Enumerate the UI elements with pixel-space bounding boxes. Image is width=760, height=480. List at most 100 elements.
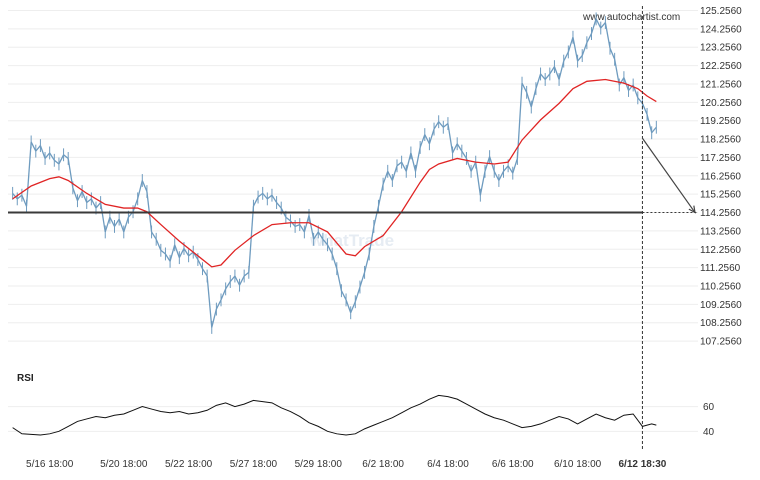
price-segment	[294, 223, 300, 228]
y-tick-label: 114.2560	[700, 208, 741, 219]
price-segment	[118, 218, 125, 233]
y-tick-label: 115.2560	[700, 190, 741, 201]
price-segment	[35, 145, 41, 152]
price-segment	[155, 239, 162, 251]
price-segment	[572, 37, 579, 62]
price-segment	[90, 198, 97, 209]
price-segment	[493, 171, 500, 181]
price-segment	[581, 42, 588, 56]
watermark-logo: whatTrade	[309, 231, 394, 250]
price-segment	[377, 184, 384, 207]
price-segment	[53, 159, 60, 165]
y-tick-label: 123.2560	[700, 43, 742, 54]
rsi-line	[12, 394, 657, 436]
price-segment	[498, 171, 505, 181]
y-tick-label: 108.2560	[700, 318, 742, 329]
price-segment	[243, 271, 250, 277]
x-tick-label: 5/29 18:00	[295, 459, 343, 470]
price-segment	[95, 202, 102, 209]
y-tick-label: 124.2560	[700, 24, 742, 35]
price-segment	[521, 82, 528, 93]
price-segment	[563, 51, 569, 62]
y-tick-label: 113.2560	[700, 226, 741, 237]
price-segment	[160, 249, 166, 255]
price-segment	[63, 154, 69, 159]
price-segment	[512, 158, 519, 174]
y-tick-label: 118.2560	[700, 135, 741, 146]
price-segment	[174, 244, 180, 258]
x-tick-label: 5/27 18:00	[230, 459, 278, 470]
price-segment	[44, 152, 51, 159]
price-segment	[428, 128, 435, 144]
price-segment	[151, 231, 157, 240]
y-tick-label: 109.2560	[700, 300, 742, 311]
price-segment	[586, 33, 593, 44]
rsi-title: RSI	[17, 373, 34, 384]
price-segment	[326, 244, 333, 255]
price-segment	[368, 226, 375, 255]
y-tick-label: 107.2560	[700, 337, 742, 348]
price-segment	[387, 171, 393, 181]
price-segment	[553, 66, 560, 80]
price-segment	[109, 216, 116, 227]
price-segment	[470, 161, 477, 172]
price-segment	[419, 134, 426, 148]
price-segment	[614, 59, 620, 86]
price-segment	[345, 299, 352, 313]
price-segment	[526, 92, 532, 108]
price-segment	[507, 165, 514, 174]
price-segment	[322, 238, 329, 246]
price-segment	[410, 152, 417, 172]
price-segment	[12, 192, 18, 200]
price-segment	[336, 268, 343, 291]
price-segment	[21, 194, 28, 207]
price-segment	[188, 251, 194, 257]
price-segment	[225, 281, 231, 290]
price-segment	[540, 73, 546, 80]
price-segment	[132, 198, 139, 212]
price-segment	[549, 66, 555, 75]
price-segment	[76, 191, 83, 201]
price-segment	[215, 299, 222, 310]
rsi-tick-label: 60	[703, 402, 715, 413]
price-segment	[285, 216, 291, 222]
price-segment	[354, 286, 361, 302]
price-segment	[276, 202, 282, 209]
price-segment	[442, 123, 449, 128]
price-segment	[141, 180, 148, 192]
price-segment	[618, 77, 625, 86]
price-segment	[595, 18, 602, 29]
price-segment	[484, 156, 491, 172]
price-segment	[234, 275, 241, 286]
x-tick-label: 6/6 18:00	[492, 459, 534, 470]
price-segment	[414, 147, 421, 172]
price-segment	[637, 97, 643, 104]
price-segment	[72, 187, 79, 201]
price-segment	[49, 152, 55, 161]
price-segment	[86, 198, 92, 204]
price-segment	[313, 231, 319, 240]
price-segment	[604, 22, 611, 49]
price-segment	[16, 194, 23, 200]
price-segment	[299, 224, 305, 233]
price-segment	[220, 288, 227, 301]
price-segment	[530, 88, 537, 108]
y-tick-label: 110.2560	[700, 282, 741, 293]
forecast-arrow	[641, 137, 696, 213]
price-segment	[438, 121, 444, 128]
price-segment	[257, 192, 264, 198]
watermark-site: www.autochartist.com	[582, 12, 680, 23]
price-segment	[25, 141, 32, 207]
price-segment	[183, 248, 190, 257]
price-segment	[206, 275, 213, 328]
price-segment	[558, 60, 565, 80]
price-segment	[252, 196, 259, 207]
price-segment	[396, 161, 403, 167]
price-segment	[641, 103, 648, 115]
price-segment	[81, 191, 88, 203]
price-segment	[248, 206, 255, 273]
price-segment	[577, 55, 583, 62]
price-segment	[99, 202, 106, 233]
